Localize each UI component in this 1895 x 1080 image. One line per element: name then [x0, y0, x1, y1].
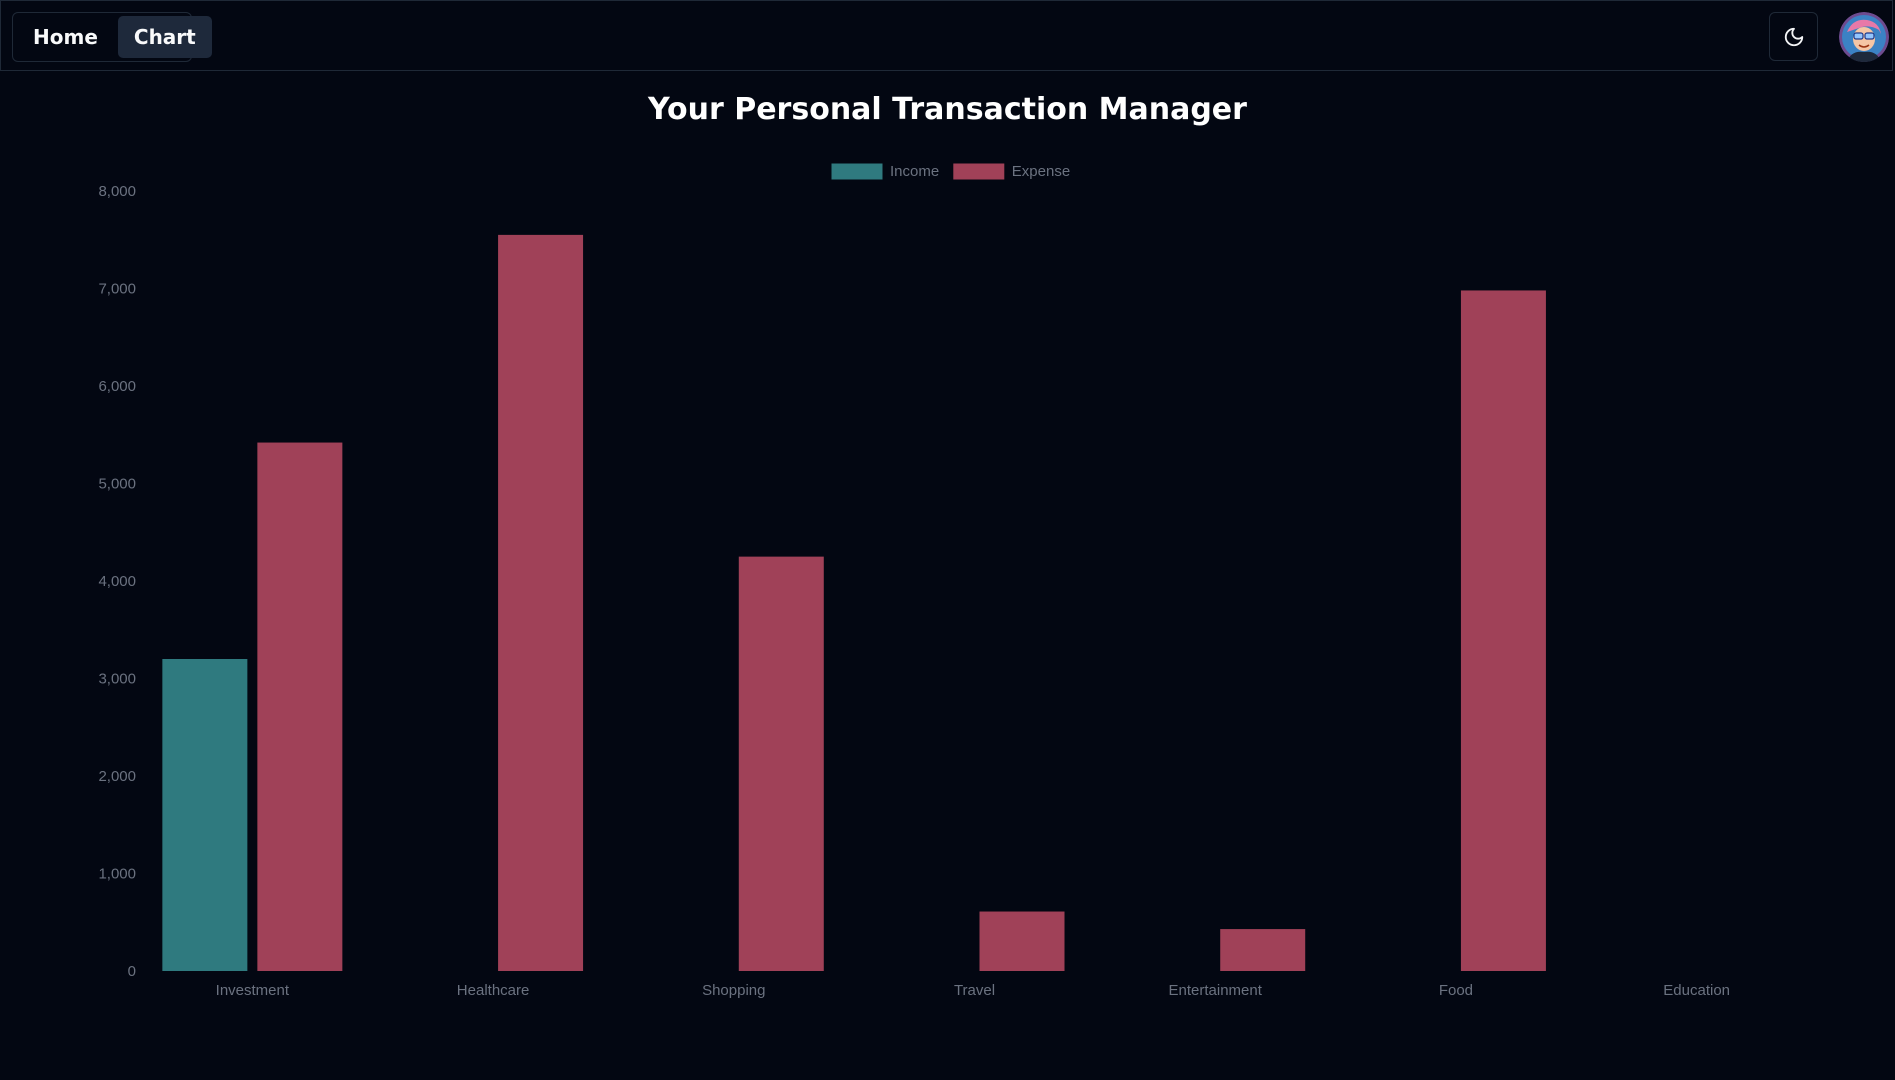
x-tick-label: Food — [1439, 982, 1473, 999]
moon-icon — [1784, 27, 1803, 46]
x-tick-label: Investment — [216, 982, 290, 999]
y-tick-label: 7,000 — [98, 281, 136, 298]
x-tick-label: Healthcare — [457, 982, 530, 999]
bar-expense-shopping[interactable] — [738, 556, 824, 971]
x-tick-label: Entertainment — [1169, 982, 1263, 999]
page-title: Your Personal Transaction Manager — [648, 92, 1247, 127]
user-avatar-icon — [1839, 12, 1889, 62]
tab-chart[interactable]: Chart — [117, 16, 212, 58]
bar-expense-healthcare[interactable] — [498, 234, 584, 971]
x-tick-label: Shopping — [702, 982, 765, 999]
y-tick-label: 4,000 — [98, 573, 136, 590]
x-tick-label: Education — [1663, 982, 1730, 999]
transaction-bar-chart: Income Expense 0 1,000 2,000 3,000 4,000 5,000 6… — [98, 163, 1730, 999]
bar-expense-food[interactable] — [1460, 290, 1546, 971]
y-tick-label: 5,000 — [98, 476, 136, 493]
bar-expense-travel[interactable] — [979, 911, 1065, 971]
tab-home[interactable]: Home — [33, 25, 98, 49]
bar-expense-investment[interactable] — [257, 442, 343, 971]
y-tick-label: 6,000 — [98, 378, 136, 395]
avatar[interactable] — [1839, 12, 1889, 62]
navbar: Home Chart — [0, 0, 1893, 71]
legend-label-income: Income — [890, 163, 939, 180]
y-tick-label: 2,000 — [98, 768, 136, 785]
y-tick-label: 1,000 — [98, 866, 136, 883]
x-tick-label: Travel — [954, 982, 995, 999]
nav-tabs: Home Chart — [12, 12, 212, 62]
bar-income-investment[interactable] — [162, 659, 248, 971]
legend-swatch-income — [831, 163, 883, 180]
legend-label-expense: Expense — [1012, 163, 1070, 180]
y-tick-label: 0 — [128, 963, 136, 980]
theme-toggle-button[interactable] — [1769, 12, 1818, 61]
bar-expense-entertainment[interactable] — [1220, 929, 1306, 971]
y-tick-label: 3,000 — [98, 671, 136, 688]
y-tick-label: 8,000 — [98, 183, 136, 200]
legend-swatch-expense — [953, 163, 1005, 180]
